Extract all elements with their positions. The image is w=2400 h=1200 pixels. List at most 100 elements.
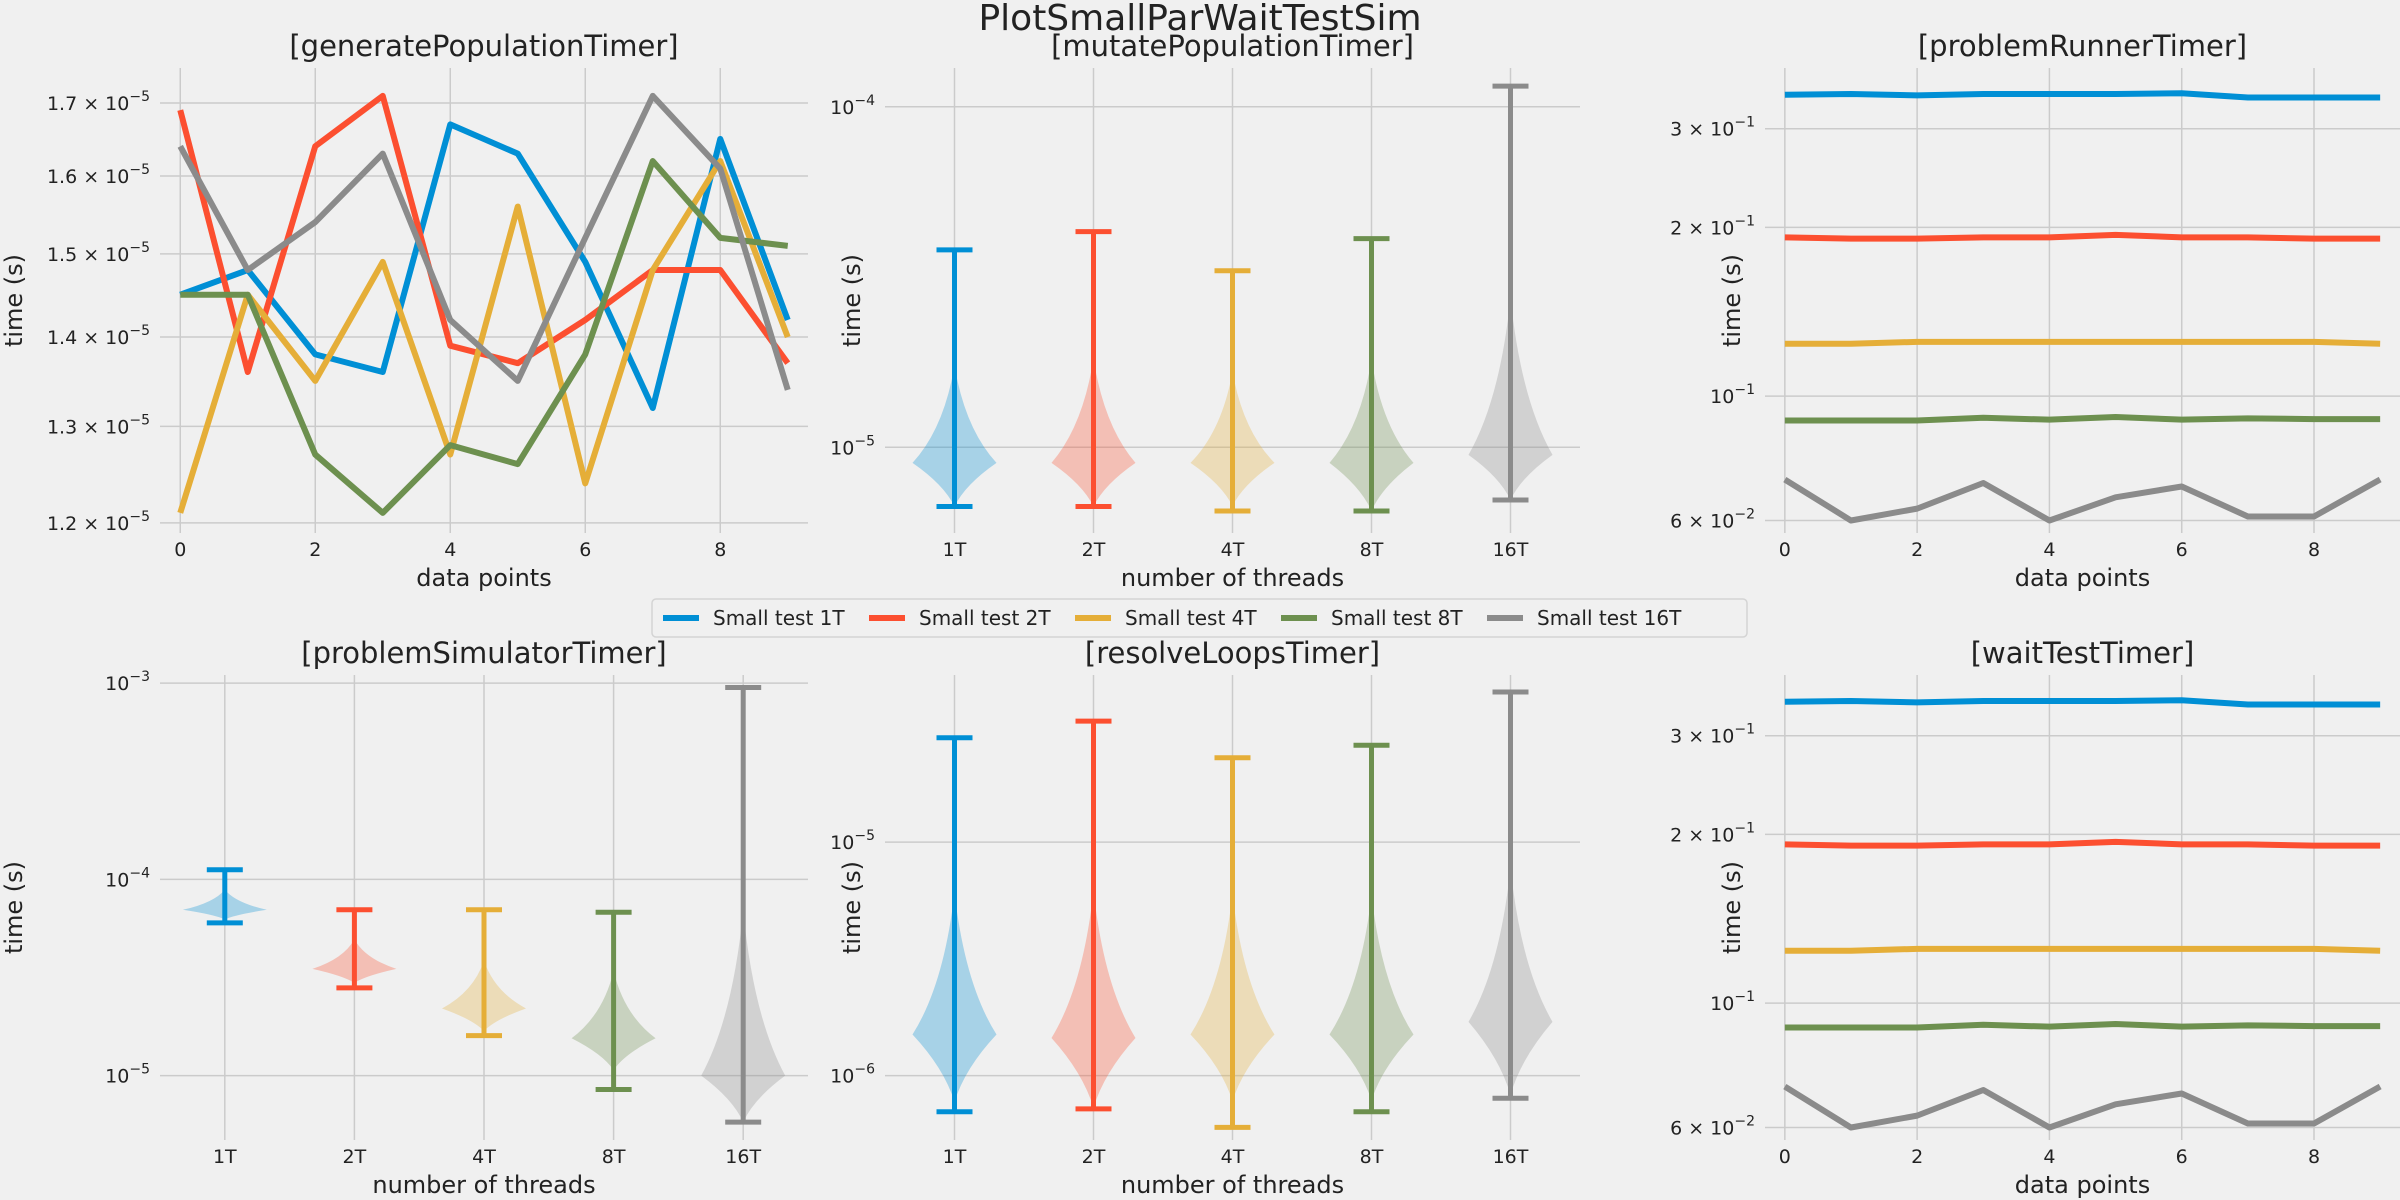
x-tick-label: 16T [1493, 1146, 1529, 1168]
y-axis-label: time (s) [1718, 861, 1746, 954]
subplot-title: [problemRunnerTimer] [1918, 29, 2247, 63]
y-tick-label: 6 × 10−2 [1670, 1114, 1755, 1140]
x-axis-label: data points [2015, 564, 2150, 592]
y-tick-label: 1.4 × 10−5 [47, 323, 150, 349]
legend: Small test 1T Small test 2T Small test 4T S… [651, 598, 1748, 638]
series-line-4 [180, 158, 789, 516]
y-tick-label: 10−1 [1710, 382, 1755, 408]
series-line-3 [177, 158, 791, 514]
y-axis-label: time (s) [838, 254, 866, 347]
y-tick-label: 10−5 [830, 828, 875, 854]
subplot-title: [mutatePopulationTimer] [1051, 29, 1414, 63]
y-tick-label: 1.6 × 10−5 [47, 162, 150, 188]
y-axis-label: time (s) [838, 861, 866, 954]
y-tick-label: 1.3 × 10−5 [47, 412, 150, 438]
x-tick-label: 4T [1221, 539, 1245, 561]
x-tick-label: 0 [1779, 1146, 1791, 1168]
x-tick-label: 8T [602, 1146, 626, 1168]
y-axis-label: time (s) [1718, 254, 1746, 347]
x-axis-label: number of threads [1121, 1171, 1344, 1199]
x-tick-label: 2T [343, 1146, 367, 1168]
series-line-4 [1784, 1020, 2381, 1031]
y-tick-label: 1.7 × 10−5 [47, 89, 150, 115]
x-tick-label: 0 [1779, 539, 1791, 561]
y-tick-label: 10−1 [1710, 989, 1755, 1015]
series-line-5 [177, 92, 791, 391]
x-axis-label: number of threads [1121, 564, 1344, 592]
grid [1765, 68, 2400, 533]
subplot-1: [generatePopulationTimer] data points time… [0, 29, 808, 592]
y-tick-label: 3 × 10−1 [1670, 115, 1755, 141]
x-tick-label: 4 [2043, 1146, 2055, 1168]
y-tick-label: 10−4 [830, 93, 875, 119]
y-tick-label: 2 × 10−1 [1670, 820, 1755, 846]
subplot-3: [problemRunnerTimer] data points time (s) 6… [1670, 29, 2400, 592]
series-line-2 [1784, 231, 2381, 242]
legend-label: Small test 2T [919, 606, 1051, 630]
y-tick-label: 1.5 × 10−5 [47, 240, 150, 266]
x-tick-label: 2 [1911, 1146, 1923, 1168]
x-tick-label: 4T [472, 1146, 496, 1168]
series-line-3 [1784, 338, 2381, 347]
x-tick-label: 4 [444, 539, 456, 561]
x-tick-label: 8 [714, 539, 726, 561]
y-axis-label: time (s) [0, 861, 28, 954]
grid [160, 675, 808, 1140]
x-tick-label: 2T [1082, 539, 1106, 561]
x-tick-label: 6 [2176, 539, 2188, 561]
subplot-2: [mutatePopulationTimer] number of threads… [830, 29, 1580, 592]
subplot-title: [waitTestTimer] [1971, 636, 2195, 670]
x-tick-label: 8 [2308, 539, 2320, 561]
series-line-2 [1784, 838, 2381, 849]
y-axis-label: time (s) [0, 254, 28, 347]
y-tick-label: 10−4 [105, 865, 150, 891]
subplot-title: [problemSimulatorTimer] [301, 636, 666, 670]
legend-label: Small test 8T [1331, 606, 1463, 630]
x-tick-label: 6 [579, 539, 591, 561]
y-tick-label: 1.2 × 10−5 [47, 509, 150, 535]
y-tick-label: 3 × 10−1 [1670, 722, 1755, 748]
x-tick-label: 2T [1082, 1146, 1106, 1168]
x-tick-label: 8T [1360, 1146, 1384, 1168]
x-tick-label: 8T [1360, 539, 1384, 561]
series-line-3 [1784, 945, 2381, 954]
x-tick-label: 4T [1221, 1146, 1245, 1168]
y-tick-label: 10−6 [830, 1062, 875, 1088]
x-tick-label: 16T [725, 1146, 761, 1168]
series-line-1 [179, 121, 791, 411]
grid [1765, 675, 2400, 1140]
legend-label: Small test 16T [1537, 606, 1682, 630]
y-tick-label: 10−3 [105, 669, 150, 695]
y-tick-label: 10−5 [105, 1062, 150, 1088]
legend-label: Small test 1T [713, 606, 845, 630]
y-tick-label: 6 × 10−2 [1670, 507, 1755, 533]
legend-label: Small test 4T [1125, 606, 1257, 630]
y-tick-label: 10−5 [830, 433, 875, 459]
x-tick-label: 2 [309, 539, 321, 561]
series-line-5 [1783, 1083, 2382, 1131]
x-axis-label: data points [2015, 1171, 2150, 1199]
y-tick-label: 2 × 10−1 [1670, 213, 1755, 239]
subplot-5: [resolveLoopsTimer] number of threads time… [830, 636, 1580, 1199]
x-axis-label: number of threads [372, 1171, 595, 1199]
x-tick-label: 1T [943, 1146, 967, 1168]
subplot-4: [problemSimulatorTimer] number of threads… [0, 636, 808, 1199]
subplot-title: [resolveLoopsTimer] [1085, 636, 1380, 670]
x-tick-label: 6 [2176, 1146, 2188, 1168]
series-line-4 [1784, 413, 2381, 424]
legend-frame [651, 598, 1748, 638]
series-line-5 [1783, 476, 2382, 524]
x-tick-label: 8 [2308, 1146, 2320, 1168]
x-tick-label: 16T [1493, 539, 1529, 561]
subplot-title: [generatePopulationTimer] [289, 29, 678, 63]
x-axis-label: data points [416, 564, 551, 592]
x-tick-label: 2 [1911, 539, 1923, 561]
subplot-6: [waitTestTimer] data points time (s) 6 × 10… [1670, 636, 2400, 1199]
x-tick-label: 1T [943, 539, 967, 561]
x-tick-label: 1T [213, 1146, 237, 1168]
series-line-1 [1784, 697, 2381, 708]
x-tick-label: 0 [174, 539, 186, 561]
x-tick-label: 4 [2043, 539, 2055, 561]
series-line-1 [1784, 90, 2381, 101]
